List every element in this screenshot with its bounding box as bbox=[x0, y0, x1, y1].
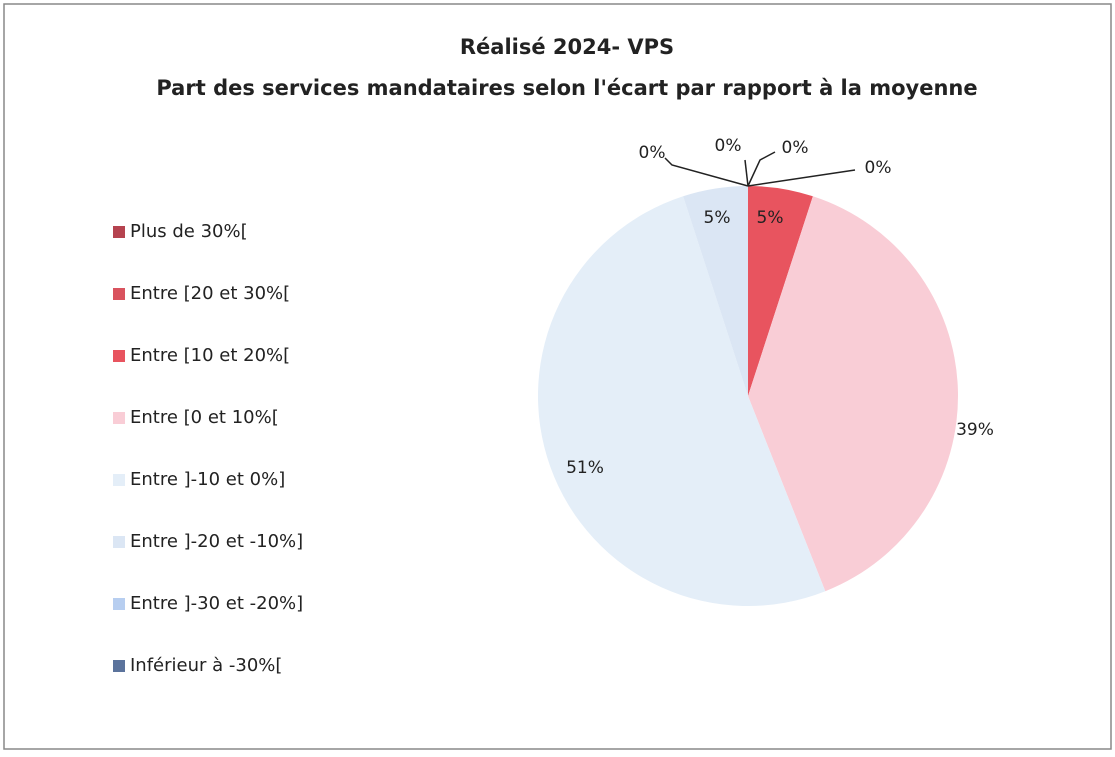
legend-swatch bbox=[113, 288, 125, 300]
legend-label: Entre [10 et 20%[ bbox=[130, 345, 290, 366]
data-label: 0% bbox=[782, 138, 809, 158]
legend-swatch bbox=[113, 536, 125, 548]
legend-label: Entre ]-20 et -10%] bbox=[130, 531, 303, 552]
legend-label: Entre [20 et 30%[ bbox=[130, 283, 290, 304]
data-label: 39% bbox=[956, 420, 994, 440]
legend-label: Entre ]-30 et -20%] bbox=[130, 593, 303, 614]
data-label: 5% bbox=[757, 208, 784, 228]
pie-slice bbox=[748, 196, 958, 592]
pie-slice bbox=[748, 186, 813, 396]
legend-swatch bbox=[113, 226, 125, 238]
data-label: 0% bbox=[865, 158, 892, 178]
legend-swatch bbox=[113, 474, 125, 486]
leader-line bbox=[747, 151, 776, 187]
chart-title: Réalisé 2024- VPS bbox=[460, 35, 674, 59]
data-label: 51% bbox=[566, 458, 604, 478]
data-label: 0% bbox=[639, 143, 666, 163]
leader-line bbox=[664, 157, 749, 187]
pie-slice bbox=[683, 186, 748, 396]
legend-swatch bbox=[113, 660, 125, 672]
pie-slice bbox=[537, 196, 826, 607]
data-label: 5% bbox=[704, 208, 731, 228]
legend-swatch bbox=[113, 350, 125, 362]
chart-subtitle: Part des services mandataires selon l'éc… bbox=[156, 76, 977, 100]
legend-label: Entre ]-10 et 0%] bbox=[130, 469, 285, 490]
leader-line bbox=[744, 159, 749, 187]
legend-label: Inférieur à -30%[ bbox=[130, 655, 282, 676]
legend-swatch bbox=[113, 412, 125, 424]
leader-line bbox=[747, 169, 856, 187]
legend-label: Entre [0 et 10%[ bbox=[130, 407, 279, 428]
data-label: 0% bbox=[715, 136, 742, 156]
legend-label: Plus de 30%[ bbox=[130, 221, 248, 242]
legend-swatch bbox=[113, 598, 125, 610]
